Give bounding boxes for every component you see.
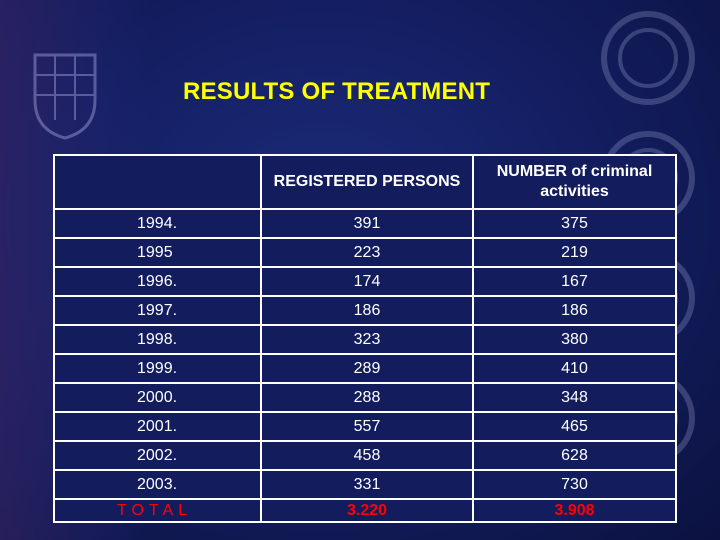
registered-persons-cell: 331: [262, 471, 472, 498]
table-row: 2000. 288 348: [53, 384, 677, 411]
table-row: 2002. 458 628: [53, 442, 677, 469]
registered-persons-cell: 557: [262, 413, 472, 440]
year-cell: 1998.: [55, 326, 260, 353]
total-registered-persons: 3.220: [262, 500, 472, 521]
header-criminal-activities: NUMBER of criminal activities: [474, 156, 675, 208]
table-row: 1995 223 219: [53, 239, 677, 266]
page-title: RESULTS OF TREATMENT: [183, 78, 491, 105]
criminal-activities-cell: 730: [474, 471, 675, 498]
criminal-activities-cell: 167: [474, 268, 675, 295]
total-label: TOTAL: [55, 500, 260, 521]
header-registered-persons: REGISTERED PERSONS: [262, 156, 472, 208]
year-cell: 1996.: [55, 268, 260, 295]
header-year: [55, 156, 260, 208]
table-row: 2003. 331 730: [53, 471, 677, 498]
table-header-row: REGISTERED PERSONS NUMBER of criminal ac…: [53, 156, 677, 208]
year-cell: 1997.: [55, 297, 260, 324]
registered-persons-cell: 289: [262, 355, 472, 382]
registered-persons-cell: 174: [262, 268, 472, 295]
year-cell: 2001.: [55, 413, 260, 440]
year-cell: 2000.: [55, 384, 260, 411]
table-row: 1998. 323 380: [53, 326, 677, 353]
year-cell: 1995: [55, 239, 260, 266]
table-body: REGISTERED PERSONS NUMBER of criminal ac…: [53, 154, 677, 523]
crest-icon: [33, 53, 97, 140]
total-row: TOTAL 3.220 3.908: [53, 500, 677, 521]
table-row: 1999. 289 410: [53, 355, 677, 382]
criminal-activities-cell: 465: [474, 413, 675, 440]
registered-persons-cell: 458: [262, 442, 472, 469]
year-cell: 2003.: [55, 471, 260, 498]
table-row: 1994. 391 375: [53, 210, 677, 237]
criminal-activities-cell: 186: [474, 297, 675, 324]
criminal-activities-cell: 348: [474, 384, 675, 411]
criminal-activities-cell: 410: [474, 355, 675, 382]
year-cell: 1994.: [55, 210, 260, 237]
registered-persons-cell: 391: [262, 210, 472, 237]
registered-persons-cell: 323: [262, 326, 472, 353]
criminal-activities-cell: 628: [474, 442, 675, 469]
registered-persons-cell: 186: [262, 297, 472, 324]
criminal-activities-cell: 375: [474, 210, 675, 237]
total-criminal-activities: 3.908: [474, 500, 675, 521]
criminal-activities-cell: 380: [474, 326, 675, 353]
year-cell: 1999.: [55, 355, 260, 382]
criminal-activities-cell: 219: [474, 239, 675, 266]
year-cell: 2002.: [55, 442, 260, 469]
registered-persons-cell: 288: [262, 384, 472, 411]
results-table: REGISTERED PERSONS NUMBER of criminal ac…: [53, 154, 677, 523]
registered-persons-cell: 223: [262, 239, 472, 266]
table-row: 1997. 186 186: [53, 297, 677, 324]
table-row: 1996. 174 167: [53, 268, 677, 295]
police-badge-icon: [601, 11, 695, 105]
table-row: 2001. 557 465: [53, 413, 677, 440]
